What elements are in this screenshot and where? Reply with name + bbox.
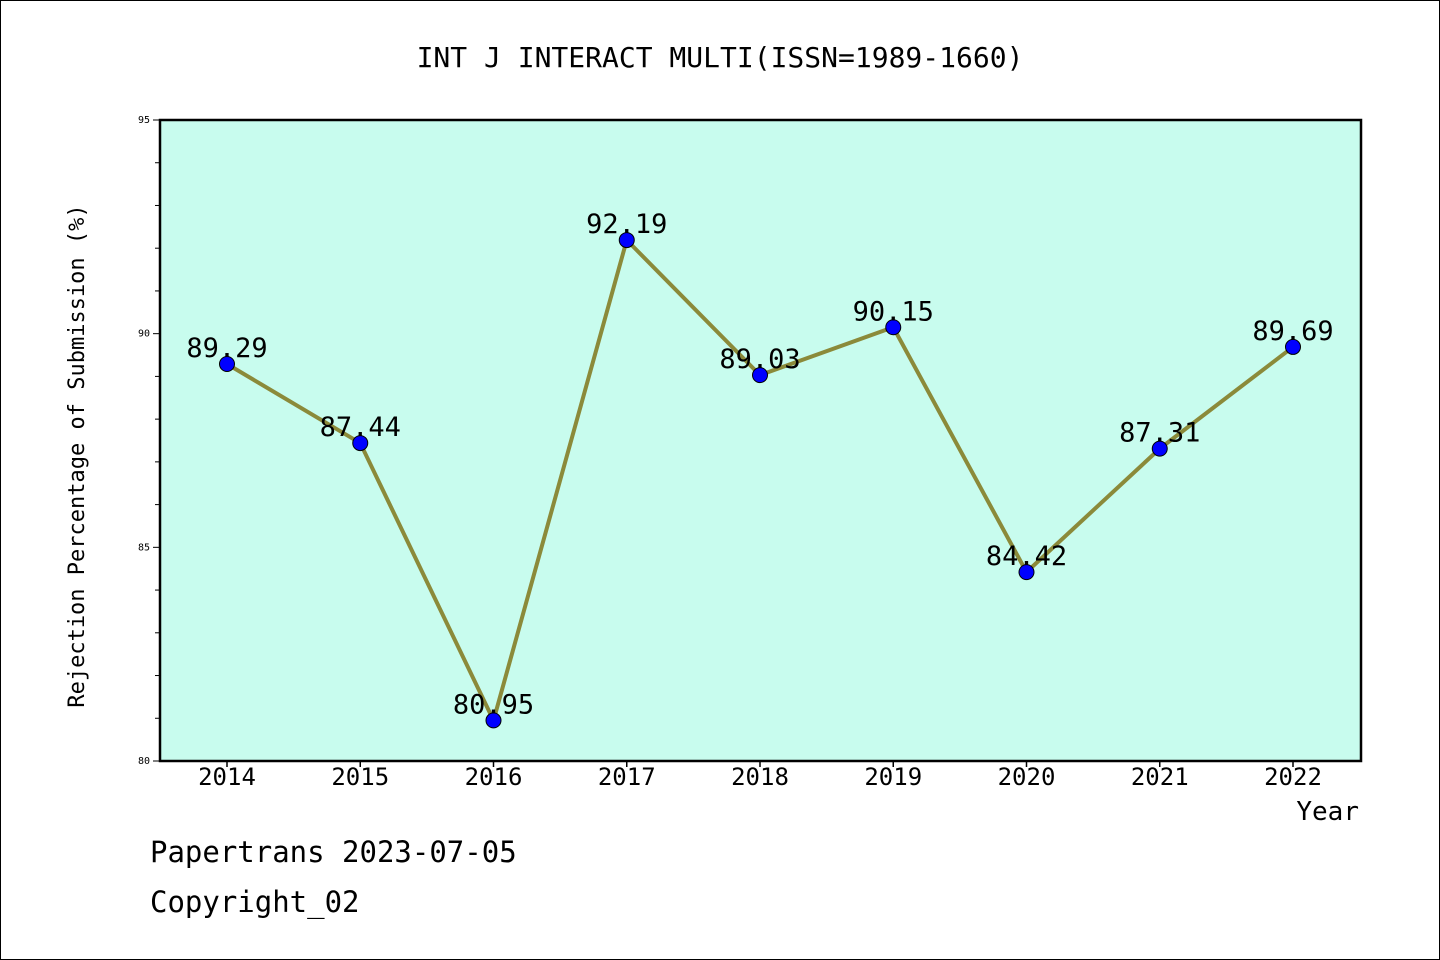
y-axis-tick-labels: 80 85 90 95 — [138, 115, 150, 767]
x-tick-label: 2021 — [1131, 763, 1189, 791]
chart-title: INT J INTERACT MULTI(ISSN=1989-1660) — [417, 41, 1024, 74]
x-tick-label: 2018 — [731, 763, 789, 791]
y-tick-label: 95 — [138, 115, 150, 126]
footer-copyright: Copyright_02 — [150, 885, 360, 919]
y-tick-label: 80 — [138, 756, 150, 767]
data-labels: 89.29 87.44 80.95 92.19 89.03 90.15 84.42 87.31… — [186, 209, 1333, 720]
x-tick-label: 2016 — [465, 763, 523, 791]
data-label: 80.95 — [453, 689, 534, 720]
y-axis-ticks — [153, 119, 160, 762]
data-points — [219, 232, 1301, 729]
x-tick-label: 2017 — [598, 763, 656, 791]
data-label: 87.31 — [1119, 418, 1200, 449]
x-axis-label: Year — [1296, 797, 1359, 827]
y-tick-label: 90 — [138, 329, 150, 340]
y-tick-label: 85 — [138, 542, 150, 553]
data-label: 89.29 — [186, 333, 267, 364]
y-axis-label: Rejection Percentage of Submission (%) — [65, 204, 90, 707]
data-point — [618, 232, 635, 249]
data-label: 84.42 — [986, 541, 1067, 572]
data-point — [1151, 440, 1168, 457]
x-tick-label: 2020 — [998, 763, 1056, 791]
x-axis-ticks — [226, 761, 1294, 767]
x-tick-label: 2022 — [1264, 763, 1322, 791]
data-label: 87.44 — [320, 412, 401, 443]
x-tick-label: 2015 — [331, 763, 389, 791]
data-label: 89.69 — [1252, 316, 1333, 347]
data-point — [1285, 338, 1301, 355]
data-point — [752, 367, 768, 384]
data-label: 92.19 — [586, 209, 667, 240]
data-point — [1018, 564, 1035, 581]
data-point — [352, 435, 369, 452]
x-tick-label: 2014 — [198, 763, 256, 791]
data-point — [485, 712, 502, 729]
data-point — [219, 356, 235, 373]
x-tick-label: 2019 — [864, 763, 922, 791]
footer-date: Papertrans 2023-07-05 — [150, 835, 517, 869]
data-label: 89.03 — [719, 344, 800, 375]
data-label: 90.15 — [853, 296, 934, 327]
data-point — [885, 319, 902, 336]
x-axis-tick-labels: 2014 2015 2016 2017 2018 2019 2020 2021 2022 — [198, 763, 1322, 791]
